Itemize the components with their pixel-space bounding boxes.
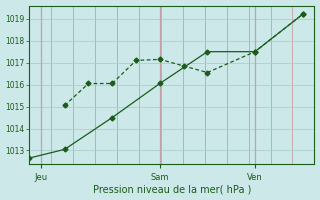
X-axis label: Pression niveau de la mer( hPa ): Pression niveau de la mer( hPa ) — [92, 184, 251, 194]
